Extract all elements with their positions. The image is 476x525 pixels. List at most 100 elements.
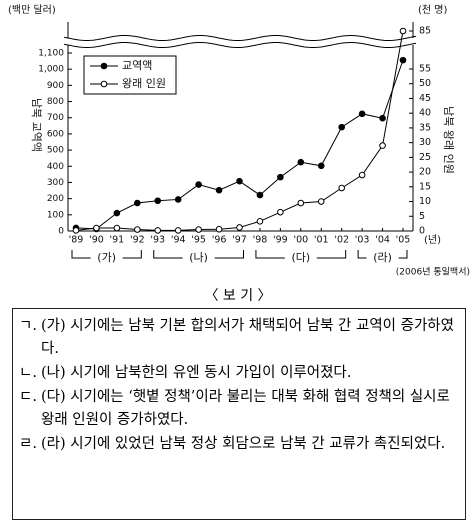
y-tick-label: 800	[47, 97, 64, 107]
x-tick-label: '02	[334, 235, 349, 246]
bogi-item: ㄷ. (다) 시기에는 ‘햇볕 정책’이라 불리는 대북 화해 협력 정책의 실시…	[19, 386, 459, 432]
bogi: 〈 보 기 〉 ㄱ. (가) 시기에는 남북 기본 합의서가 채택되어 남북 간 …	[0, 286, 476, 520]
legend-label: 교역액	[122, 59, 152, 72]
y2-tick-label: 50	[419, 78, 431, 89]
data-point	[338, 184, 345, 192]
axis-break	[63, 34, 417, 41]
x-tick-label: '90	[89, 235, 104, 246]
y2-tick-label: 35	[419, 122, 431, 133]
y-tick-label: 500	[47, 146, 64, 156]
bogi-marker: ㄹ.	[19, 436, 37, 452]
period-label: (라)	[373, 251, 392, 264]
data-point	[358, 171, 366, 179]
x-tick-label: '91	[110, 235, 125, 246]
data-point	[236, 224, 243, 231]
data-point	[113, 209, 121, 217]
data-point	[358, 110, 366, 118]
y-tick-label: 100	[47, 210, 64, 220]
y-tick-label: 0	[58, 227, 64, 237]
data-point	[297, 199, 305, 207]
x-tick-label: '96	[212, 235, 227, 246]
axis-break-fill	[64, 38, 417, 45]
y2-tick-label: 0	[419, 226, 425, 237]
y2-tick-label: 40	[419, 108, 431, 119]
data-point	[399, 56, 407, 64]
x-tick-label: '00	[293, 235, 308, 246]
data-point	[195, 226, 202, 233]
bogi-title: 〈 보 기 〉	[204, 288, 272, 304]
bogi-marker: ㄴ.	[19, 365, 37, 381]
y-tick-label: 1,000	[38, 65, 64, 75]
bogi-item: ㄴ. (나) 시기에 남북한의 유엔 동시 가입이 이루어졌다.	[19, 362, 459, 385]
data-point	[256, 217, 264, 225]
bogi-text: (나) 시기에 남북한의 유엔 동시 가입이 이루어졌다.	[41, 365, 352, 381]
axis-break	[63, 41, 417, 48]
period-bracket	[71, 250, 142, 259]
y-unit: (백만 달러)	[8, 4, 56, 16]
source: (2006년 통일백서)	[396, 267, 470, 278]
legend-label: 왕래 인원	[122, 77, 166, 90]
data-point	[317, 198, 325, 205]
x-tick-label: '98	[253, 235, 268, 246]
period-bracket	[153, 250, 244, 259]
data-point	[154, 227, 162, 234]
y2-tick-label: 5	[419, 211, 425, 222]
chart: (백만 달러) (천 명) (년) (2006년 통일백서) 010020030…	[8, 4, 470, 278]
y2-tick-label: 55	[419, 64, 431, 75]
data-point	[174, 196, 182, 203]
data-point	[134, 226, 141, 233]
x-tick-label: '92	[130, 235, 145, 246]
data-point	[399, 27, 407, 35]
data-point	[317, 162, 325, 170]
y2-unit: (천 명)	[418, 4, 447, 16]
legend-box	[83, 55, 177, 95]
period-label: (다)	[291, 251, 310, 264]
y-tick-label: 400	[47, 162, 64, 172]
data-point	[215, 225, 223, 233]
data-point	[174, 227, 182, 234]
y-tick-label: 1,100	[38, 49, 64, 59]
data-point	[72, 227, 80, 234]
x-tick-label: '89	[69, 235, 84, 246]
y-tick-label: 200	[47, 194, 64, 204]
data-point	[297, 158, 305, 166]
y2-tick-label: 20	[419, 167, 431, 178]
y2-tick-label: 10	[419, 196, 431, 207]
y-tick-label: 900	[47, 81, 64, 91]
period-label: (가)	[97, 251, 116, 264]
period-label: (나)	[189, 251, 208, 264]
bogi-marker: ㄱ.	[19, 318, 37, 334]
y-axis-title: 남북 교역액	[30, 98, 43, 152]
y2-tick-label: 85	[419, 26, 431, 37]
period-bracket	[357, 250, 408, 259]
x-tick-label: '99	[273, 235, 288, 246]
y-tick-label: 700	[47, 113, 64, 123]
y2-axis-title: 남북 왕래 인원	[442, 106, 455, 174]
data-point	[134, 199, 141, 207]
legend-marker	[100, 80, 108, 88]
bogi-text: (가) 시기에는 남북 기본 합의서가 채택되어 남북 간 교역이 증가하였다.	[41, 318, 454, 357]
x-tick-label: '93	[150, 235, 165, 246]
y-tick-label: 600	[47, 129, 64, 139]
data-point	[338, 123, 345, 131]
data-point	[215, 186, 223, 194]
y2-tick-label: 15	[419, 181, 431, 192]
bogi-item: ㄱ. (가) 시기에는 남북 기본 합의서가 채택되어 남북 간 교역이 증가하였…	[19, 315, 459, 361]
period-bracket	[255, 250, 347, 259]
bogi-text: (라) 시기에 있었던 남북 정상 회담으로 남북 간 교류가 촉진되었다.	[41, 436, 446, 452]
data-point	[113, 224, 121, 232]
data-point	[236, 177, 243, 185]
data-point	[256, 191, 264, 199]
x-tick-label: '95	[191, 235, 206, 246]
bogi-box: ㄱ. (가) 시기에는 남북 기본 합의서가 채택되어 남북 간 교역이 증가하였…	[12, 308, 466, 520]
data-point	[379, 114, 386, 122]
x-tick-label: '97	[232, 235, 247, 246]
y-tick-label: 300	[47, 178, 64, 188]
y2-tick-label: 25	[419, 152, 431, 163]
bogi-text: (다) 시기에는 ‘햇볕 정책’이라 불리는 대북 화해 협력 정책의 실시로 …	[41, 389, 450, 428]
data-point	[277, 173, 284, 181]
x-tick-label: '01	[314, 235, 329, 246]
data-point	[154, 197, 162, 205]
y2-tick-label: 30	[419, 137, 431, 148]
